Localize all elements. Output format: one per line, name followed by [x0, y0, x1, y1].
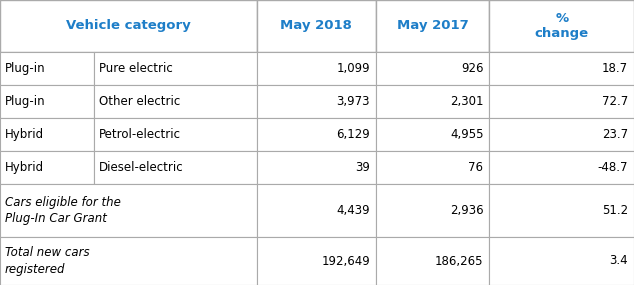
- Text: %
change: % change: [534, 11, 589, 40]
- Bar: [94, 118, 257, 151]
- Bar: [0, 151, 94, 184]
- Bar: [0, 237, 257, 285]
- Text: Petrol-electric: Petrol-electric: [99, 128, 181, 141]
- Bar: [94, 52, 257, 85]
- Bar: [376, 0, 489, 52]
- Text: 192,649: 192,649: [321, 255, 370, 268]
- Text: 4,955: 4,955: [450, 128, 484, 141]
- Text: Plug-in: Plug-in: [5, 95, 46, 108]
- Bar: [489, 237, 634, 285]
- Text: 2,301: 2,301: [450, 95, 484, 108]
- Text: Cars eligible for the
Plug-In Car Grant: Cars eligible for the Plug-In Car Grant: [5, 196, 121, 225]
- Text: 2,936: 2,936: [450, 204, 484, 217]
- Text: 76: 76: [469, 161, 484, 174]
- Bar: [376, 184, 489, 237]
- Bar: [257, 85, 376, 118]
- Bar: [257, 151, 376, 184]
- Bar: [257, 184, 376, 237]
- Text: Vehicle category: Vehicle category: [66, 19, 191, 32]
- Text: Other electric: Other electric: [99, 95, 180, 108]
- Bar: [489, 0, 634, 52]
- Bar: [489, 85, 634, 118]
- Bar: [489, 184, 634, 237]
- Text: 186,265: 186,265: [435, 255, 484, 268]
- Text: May 2017: May 2017: [397, 19, 469, 32]
- Bar: [0, 184, 257, 237]
- Text: 3,973: 3,973: [337, 95, 370, 108]
- Text: Plug-in: Plug-in: [5, 62, 46, 75]
- Bar: [376, 118, 489, 151]
- Bar: [0, 0, 257, 52]
- Bar: [376, 237, 489, 285]
- Bar: [0, 52, 94, 85]
- Text: -48.7: -48.7: [597, 161, 628, 174]
- Bar: [489, 151, 634, 184]
- Bar: [257, 237, 376, 285]
- Text: 926: 926: [461, 62, 484, 75]
- Text: 1,099: 1,099: [336, 62, 370, 75]
- Bar: [376, 85, 489, 118]
- Bar: [94, 151, 257, 184]
- Bar: [489, 52, 634, 85]
- Text: 18.7: 18.7: [602, 62, 628, 75]
- Text: Diesel-electric: Diesel-electric: [99, 161, 183, 174]
- Text: May 2018: May 2018: [280, 19, 353, 32]
- Text: 3.4: 3.4: [609, 255, 628, 268]
- Bar: [376, 52, 489, 85]
- Text: 23.7: 23.7: [602, 128, 628, 141]
- Bar: [0, 118, 94, 151]
- Bar: [257, 118, 376, 151]
- Text: Pure electric: Pure electric: [99, 62, 172, 75]
- Bar: [257, 52, 376, 85]
- Text: 72.7: 72.7: [602, 95, 628, 108]
- Text: Total new cars
registered: Total new cars registered: [5, 247, 89, 276]
- Text: Hybrid: Hybrid: [5, 161, 44, 174]
- Text: 39: 39: [355, 161, 370, 174]
- Bar: [257, 0, 376, 52]
- Text: Hybrid: Hybrid: [5, 128, 44, 141]
- Text: 6,129: 6,129: [336, 128, 370, 141]
- Bar: [376, 151, 489, 184]
- Bar: [0, 85, 94, 118]
- Text: 4,439: 4,439: [336, 204, 370, 217]
- Text: 51.2: 51.2: [602, 204, 628, 217]
- Bar: [94, 85, 257, 118]
- Bar: [489, 118, 634, 151]
